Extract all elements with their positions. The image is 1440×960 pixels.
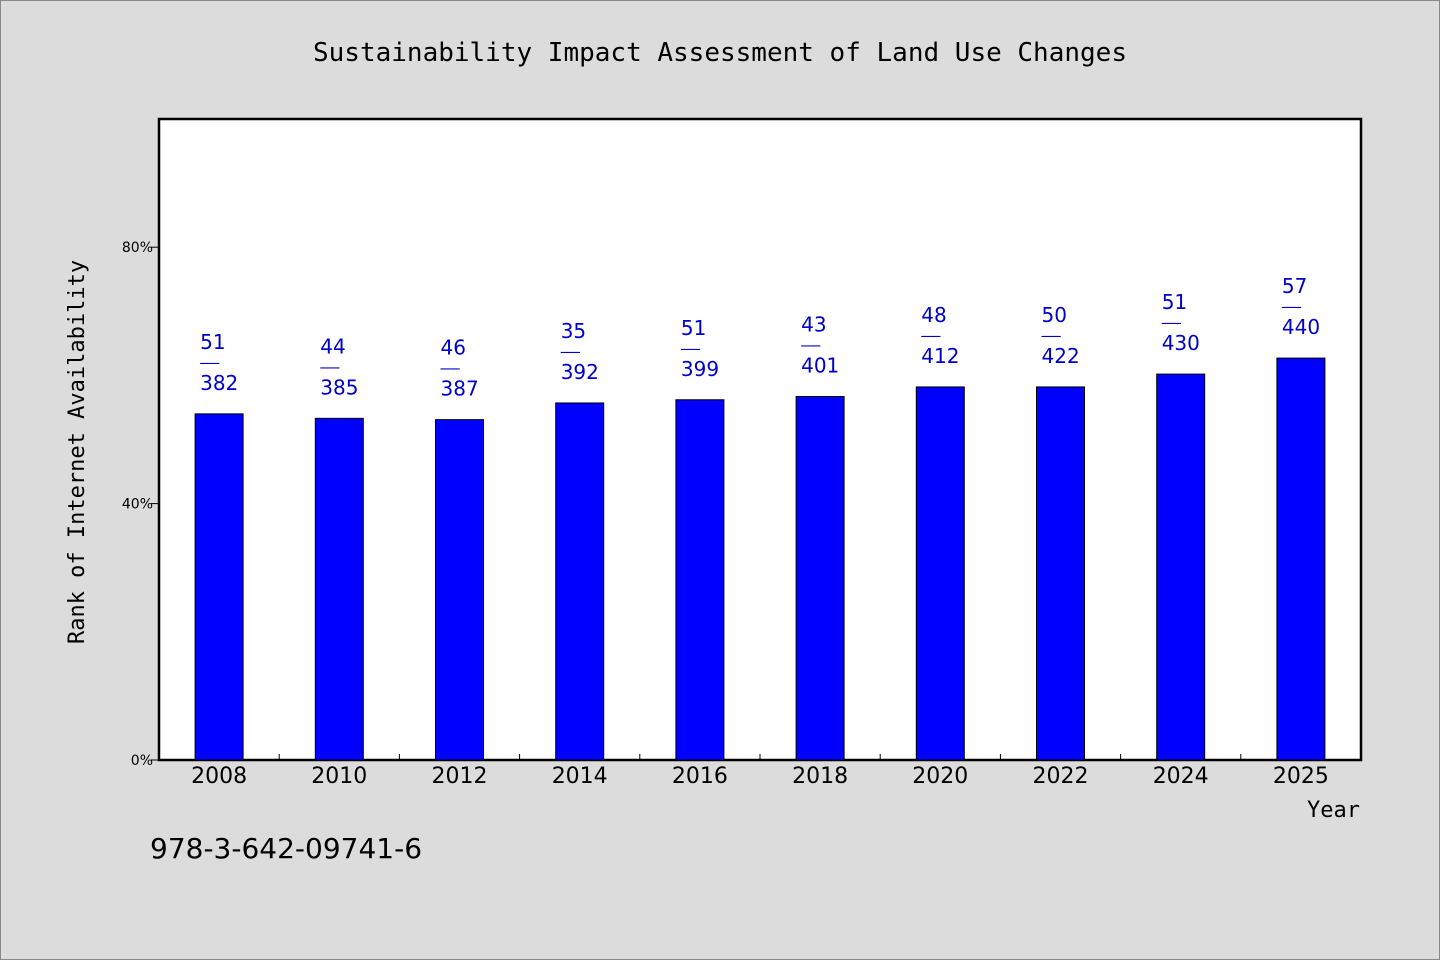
x-axis: 2008 2010 2012 2014 2016 2018 2020 2022 2024 2025 — [191, 754, 1329, 789]
x-tick-label: 2008 — [191, 764, 247, 789]
data-label-separator: —— — [1282, 297, 1302, 316]
y-tick-label: 40% — [122, 497, 153, 513]
footer-id-text: 978-3-642-09741-6 — [150, 832, 423, 865]
data-labels: 51——38244——38546——38735——39251——39943——4… — [200, 274, 1320, 401]
data-label-bottom: 387 — [441, 377, 479, 401]
bar — [795, 396, 845, 761]
bar — [314, 417, 364, 761]
x-tick-label: 2018 — [792, 764, 848, 789]
chart-title: Sustainability Impact Assessment of Land… — [313, 38, 1127, 68]
data-label-top: 46 — [441, 336, 466, 360]
x-tick-label: 2012 — [432, 764, 488, 789]
x-tick-label: 2016 — [672, 764, 728, 789]
data-label-top: 51 — [1162, 290, 1187, 314]
bar — [194, 413, 244, 761]
data-label-separator: —— — [441, 359, 461, 378]
data-label-bottom: 392 — [561, 360, 599, 384]
data-label-separator: —— — [200, 353, 220, 372]
data-label-separator: —— — [561, 342, 581, 361]
data-label-separator: —— — [801, 336, 821, 355]
data-label-top: 51 — [681, 316, 706, 340]
x-tick-label: 2010 — [311, 764, 367, 789]
y-tick-label: 0% — [131, 753, 153, 769]
data-label-bottom: 382 — [200, 371, 238, 395]
data-label-bottom: 385 — [320, 375, 358, 399]
x-tick-label: 2025 — [1273, 764, 1329, 789]
data-label-bottom: 412 — [921, 344, 959, 368]
data-label-top: 51 — [200, 330, 225, 354]
x-tick-label: 2024 — [1153, 764, 1209, 789]
data-label-separator: —— — [681, 339, 701, 358]
data-label-top: 50 — [1042, 303, 1067, 327]
bar — [1036, 386, 1085, 761]
data-label-bottom: 422 — [1042, 344, 1080, 368]
x-axis-label: Year — [1307, 798, 1360, 823]
data-label-top: 48 — [921, 303, 946, 327]
bar — [915, 386, 965, 761]
data-label-top: 43 — [801, 313, 826, 337]
x-tick-label: 2014 — [552, 764, 608, 789]
data-label-separator: —— — [1042, 326, 1062, 345]
x-tick-label: 2020 — [912, 764, 968, 789]
bar — [1156, 373, 1206, 761]
data-label-top: 35 — [561, 319, 586, 343]
bar — [1276, 357, 1326, 761]
data-label-bottom: 401 — [801, 354, 839, 378]
data-label-separator: —— — [320, 357, 340, 376]
y-axis-label: Rank of Internet Availability — [65, 260, 90, 644]
data-label-top: 44 — [320, 334, 345, 358]
data-label-separator: —— — [1162, 313, 1182, 332]
x-tick-label: 2022 — [1033, 764, 1089, 789]
data-label-bottom: 430 — [1162, 331, 1200, 355]
bar — [555, 402, 605, 761]
data-label-bottom: 399 — [681, 357, 719, 381]
y-axis: 0% 40% 80% — [122, 240, 159, 769]
data-label-bottom: 440 — [1282, 315, 1320, 339]
data-label-separator: —— — [921, 326, 941, 345]
bar — [675, 399, 725, 761]
bar — [435, 419, 484, 761]
bar-series — [194, 357, 1326, 761]
data-label-top: 57 — [1282, 274, 1307, 298]
y-tick-label: 80% — [122, 240, 153, 256]
